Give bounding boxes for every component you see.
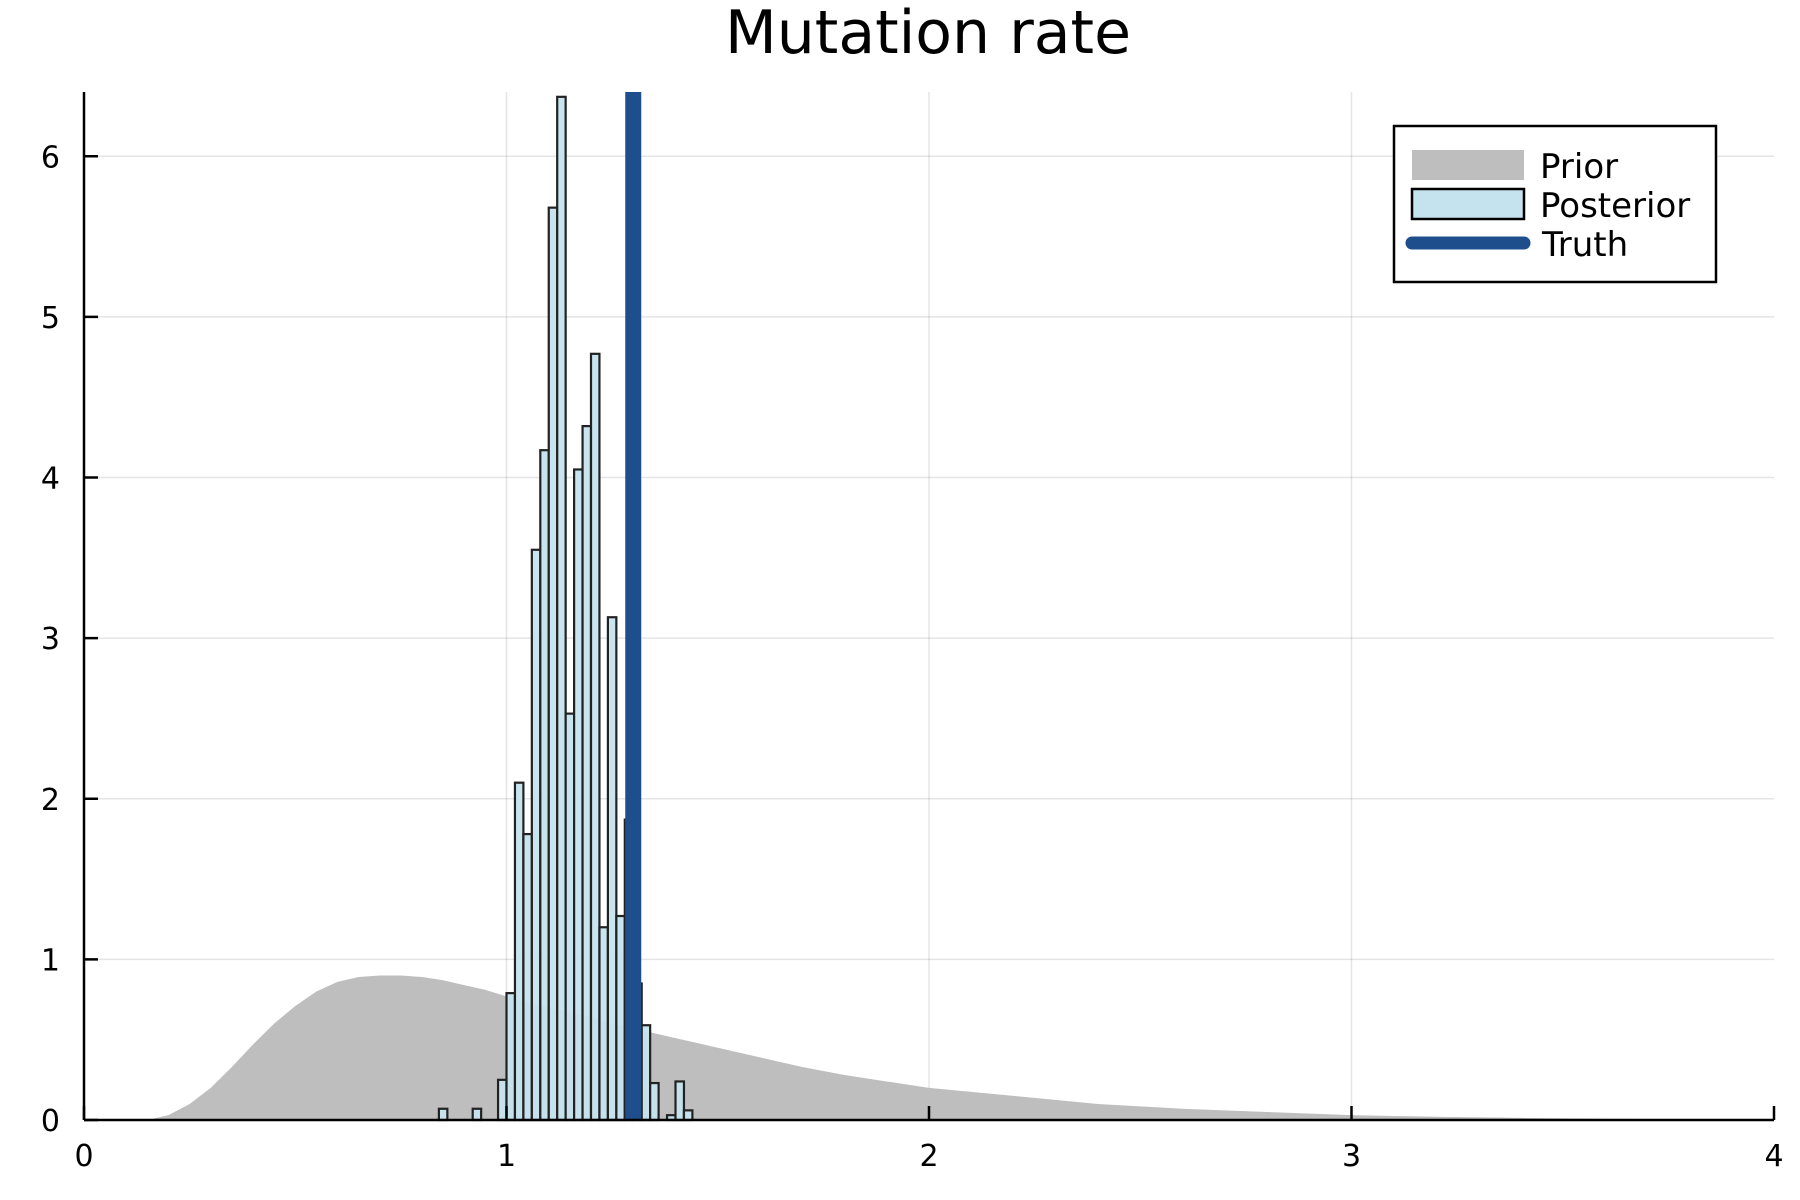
legend-prior-swatch: [1412, 150, 1524, 180]
posterior-bar: [513, 781, 525, 1122]
y-tick-label: 2: [41, 783, 60, 818]
posterior-bar: [496, 1078, 508, 1122]
y-tick-label: 3: [41, 622, 60, 657]
posterior-bar: [606, 616, 618, 1122]
x-tick-label: 3: [1342, 1139, 1361, 1174]
legend-posterior-swatch: [1410, 187, 1526, 221]
posterior-bar: [572, 468, 584, 1122]
x-tick-label: 2: [919, 1139, 938, 1174]
y-tick-label: 6: [41, 140, 60, 175]
chart-title: Mutation rate: [725, 0, 1131, 68]
posterior-bar: [530, 548, 542, 1122]
x-tick-label: 4: [1764, 1139, 1783, 1174]
posterior-bar: [649, 1081, 660, 1122]
posterior-bar: [547, 206, 559, 1122]
y-tick-label: 0: [41, 1104, 60, 1139]
posterior-bar: [564, 712, 576, 1122]
x-axis-ticks: 0 1 2 3 4: [74, 1106, 1784, 1174]
x-tick-label: 1: [497, 1139, 516, 1174]
legend: Prior Posterior Truth: [1392, 124, 1718, 284]
x-tick-label: 0: [74, 1139, 93, 1174]
posterior-bar: [640, 1024, 652, 1122]
y-axis-ticks: 0 1 2 3 4 5 6: [41, 140, 98, 1139]
posterior-bar: [505, 992, 517, 1122]
posterior-bar: [682, 1109, 694, 1122]
y-tick-label: 4: [41, 462, 60, 497]
posterior-bar: [522, 832, 533, 1122]
y-tick-label: 1: [41, 943, 60, 978]
posterior-bar: [615, 914, 626, 1122]
posterior-bar: [437, 1107, 449, 1122]
posterior-bar: [556, 95, 567, 1122]
y-tick-label: 5: [41, 301, 60, 336]
posterior-bars: [437, 95, 694, 1122]
posterior-bar: [471, 1107, 483, 1122]
legend-truth-label: Truth: [1541, 225, 1628, 265]
posterior-bar: [674, 1080, 686, 1122]
posterior-bar: [581, 425, 593, 1122]
legend-prior-label: Prior: [1540, 147, 1618, 187]
posterior-bar: [598, 926, 610, 1122]
legend-posterior-label: Posterior: [1540, 186, 1690, 226]
posterior-bar: [589, 352, 601, 1122]
posterior-bar: [539, 449, 550, 1122]
